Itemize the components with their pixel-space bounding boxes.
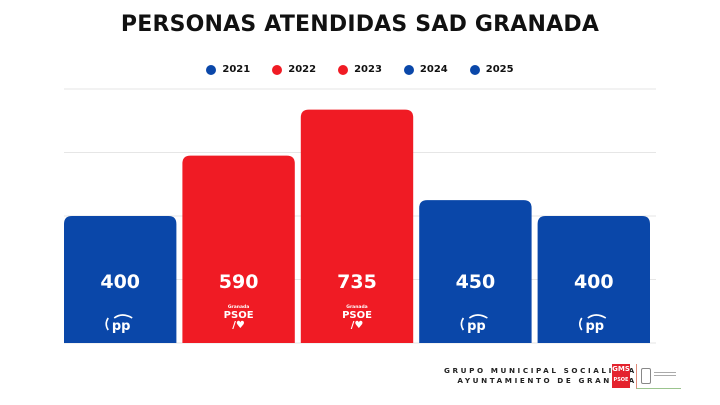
footer-line-2: AYUNTAMIENTO DE GRANADA: [457, 376, 637, 385]
pp-logo-text: pp: [585, 319, 604, 334]
pp-logo-text: pp: [467, 319, 486, 334]
gms-logo-sub: PSOE: [613, 377, 629, 383]
gms-logo: GMS PSOE: [612, 364, 630, 388]
legend-dot: [338, 64, 349, 75]
gms-logo-text: GMS: [612, 365, 630, 373]
bar-value-label: 400: [100, 271, 140, 293]
bars: 400pp590GranadaPSOE/♥735GranadaPSOE/♥450…: [64, 109, 650, 343]
legend-label: 2023: [354, 64, 382, 75]
chart-title: PERSONAS ATENDIDAS SAD GRANADA: [120, 12, 600, 37]
legend-item-2021: 2021: [206, 64, 250, 75]
legend: 2021 2022 2023 2024 2025: [0, 64, 720, 75]
bar-group-2024: 450 pp: [419, 200, 532, 343]
psoe-logo-city: Granada: [346, 304, 367, 310]
footer-text: GRUPO MUNICIPAL SOCIALISTA AYUNTAMIENTO …: [444, 366, 637, 386]
psoe-logo-mark: /♥: [232, 320, 245, 331]
bar-value-label: 450: [456, 271, 496, 293]
ayuntamiento-logo: [636, 364, 681, 389]
legend-label: 2024: [419, 64, 448, 75]
pp-logo-arc: [105, 317, 109, 331]
bar-2023: [300, 109, 414, 343]
legend-label: 2021: [222, 64, 251, 75]
psoe-logo-city: Granada: [228, 304, 249, 310]
bar-2022: [182, 155, 295, 343]
ayuntamiento-wordmark: [654, 372, 676, 373]
pp-logo-icon: pp: [579, 314, 607, 334]
bar-2024: [419, 200, 532, 343]
bar-group-2021: 400 pp: [64, 216, 177, 343]
legend-dot: [272, 64, 283, 75]
legend-label: 2025: [485, 64, 514, 75]
legend-item-2023: 2023: [338, 64, 382, 75]
legend-item-2025: 2025: [469, 64, 514, 75]
legend-dot: [469, 64, 480, 75]
pp-logo-icon: pp: [105, 314, 133, 334]
pp-logo-bird: [113, 314, 133, 319]
legend-item-2024: 2024: [403, 64, 448, 75]
bar-group-2025: 400 pp: [537, 216, 650, 343]
pp-logo-bird: [468, 314, 488, 319]
bar-2025: [537, 216, 650, 343]
pp-logo-arc: [460, 317, 465, 331]
pp-logo-text: pp: [112, 319, 131, 334]
footer-line-1: GRUPO MUNICIPAL SOCIALISTA: [444, 366, 637, 375]
crest-icon: [641, 368, 651, 384]
bar-value-label: 735: [337, 271, 377, 293]
legend-dot: [403, 64, 414, 75]
pp-logo-arc: [579, 317, 583, 331]
psoe-logo-text: PSOE: [224, 310, 254, 321]
psoe-logo-text: PSOE: [342, 310, 372, 321]
pp-logo-icon: pp: [460, 314, 488, 334]
psoe-logo-mark: /♥: [351, 320, 364, 331]
bar-2021: [64, 216, 177, 343]
pp-logo-bird: [587, 314, 607, 319]
bar-value-label: 590: [219, 271, 259, 293]
legend-dot: [206, 64, 217, 75]
legend-label: 2022: [288, 64, 317, 75]
legend-item-2022: 2022: [272, 64, 316, 75]
bar-value-label: 400: [574, 271, 614, 293]
